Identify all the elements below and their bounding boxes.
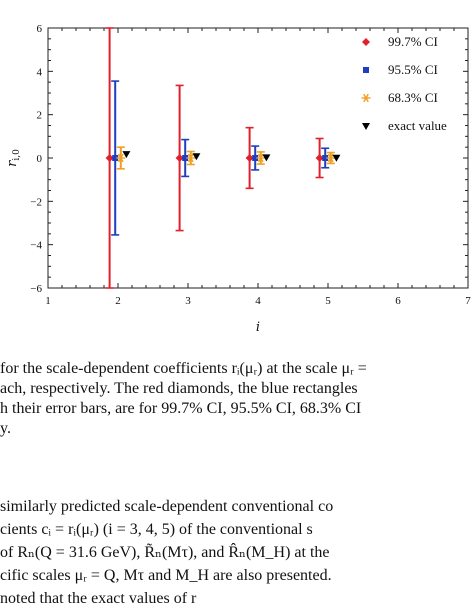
y-axis-ticks: 6 4 2 0 −2 −4 −6 <box>30 23 468 295</box>
body-line: cific scales μᵣ = Q, Mτ and M_H are also… <box>0 567 332 584</box>
legend-label-99-7-ci: 99.7% CI <box>388 34 438 49</box>
asterisk-stroke <box>257 153 264 163</box>
body-line: similarly predicted scale-dependent conv… <box>0 498 334 515</box>
marker-exact-value <box>262 154 271 162</box>
marker-68-3-ci <box>326 153 336 163</box>
marker-exact-value <box>332 154 341 162</box>
caption-line: ach, respectively. The red diamonds, the… <box>0 380 358 397</box>
marker-99-7-ci <box>175 154 184 162</box>
y-tick-label: −6 <box>30 283 42 295</box>
y-tick-label: −2 <box>30 196 42 208</box>
asterisk-stroke <box>363 93 369 103</box>
marker-68-3-ci <box>116 153 126 163</box>
y-tick-label: −4 <box>30 240 42 252</box>
body-text: similarly predicted scale-dependent conv… <box>0 495 474 606</box>
x-tick-label: 5 <box>325 295 331 307</box>
y-axis-label-sub: i,0 <box>12 149 22 161</box>
x-tick-label: 4 <box>255 295 261 307</box>
body-line: noted that the exact values of r <box>0 590 197 606</box>
x-axis-ticks: 1 2 3 4 5 6 7 <box>45 28 471 307</box>
body-line: of Rₙ(Q = 31.6 GeV), R̃ₙ(Mτ), and R̂ₙ(M_… <box>0 544 330 561</box>
legend-marker-exact-value <box>362 123 370 130</box>
asterisk-stroke <box>187 153 194 163</box>
figure-caption: for the scale-dependent coefficients rᵢ(… <box>0 359 474 451</box>
caption-line: h their error bars, are for 99.7% CI, 95… <box>0 400 362 417</box>
legend-label-exact-value: exact value <box>388 118 447 133</box>
marker-68-3-ci <box>186 153 196 163</box>
marker-95-5-ci <box>252 155 259 161</box>
x-tick-label: 6 <box>395 295 401 307</box>
legend-marker-68-3-ci <box>361 93 371 103</box>
ci-chart: 1 2 3 4 5 6 7 6 4 2 0 −2 −4 −6 99.7% CI 95.5% CI 68.3%… <box>5 23 471 335</box>
y-tick-label: 4 <box>37 66 43 78</box>
legend-marker-95-5-ci <box>363 67 369 73</box>
asterisk-stroke <box>117 153 124 163</box>
marker-exact-value <box>192 153 201 161</box>
marker-68-3-ci <box>256 153 266 163</box>
data-marks <box>105 27 341 289</box>
asterisk-stroke <box>327 153 334 163</box>
x-axis-label: i <box>256 320 260 335</box>
y-tick-label: 0 <box>37 153 43 165</box>
legend-marker-99-7-ci <box>362 38 370 46</box>
x-tick-label: 3 <box>185 295 191 307</box>
caption-line: y. <box>0 420 11 437</box>
marker-99-7-ci <box>105 154 114 162</box>
marker-99-7-ci <box>245 154 254 162</box>
legend-label-95-5-ci: 95.5% CI <box>388 62 438 77</box>
legend-label-68-3-ci: 68.3% CI <box>388 90 438 105</box>
y-axis-label-main: r <box>5 160 20 167</box>
y-tick-label: 6 <box>37 23 43 35</box>
x-tick-label: 2 <box>115 295 121 307</box>
y-axis-label: ri,0 <box>5 149 22 167</box>
x-tick-label: 1 <box>45 295 51 307</box>
marker-99-7-ci <box>315 154 324 162</box>
body-line: cients cᵢ = rᵢ(μᵣ) (i = 3, 4, 5) of the … <box>0 521 313 538</box>
x-tick-label: 7 <box>465 295 471 307</box>
marker-95-5-ci <box>322 155 329 161</box>
legend: 99.7% CI 95.5% CI 68.3% CI exact value <box>361 34 447 133</box>
marker-95-5-ci <box>182 155 189 161</box>
ci-figure: 1 2 3 4 5 6 7 6 4 2 0 −2 −4 −6 99.7% CI 95.5% CI 68.3%… <box>5 23 471 335</box>
y-tick-label: 2 <box>37 110 43 122</box>
marker-exact-value <box>122 151 131 159</box>
marker-95-5-ci <box>112 155 119 161</box>
caption-line: for the scale-dependent coefficients rᵢ(… <box>0 360 367 377</box>
